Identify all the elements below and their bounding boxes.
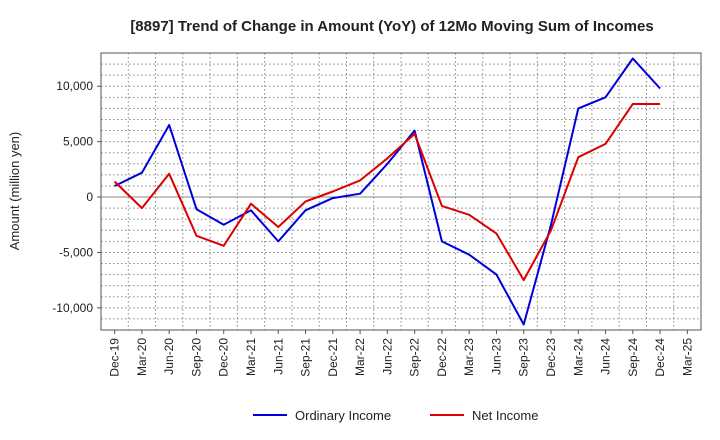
x-tick-label: Jun-21 <box>271 338 285 375</box>
x-tick-label: Jun-20 <box>162 338 176 375</box>
data-point-ordinary-income <box>604 96 606 98</box>
x-tick-label: Mar-22 <box>353 338 367 376</box>
data-point-ordinary-income <box>168 124 170 126</box>
data-point-net-income <box>495 232 497 234</box>
data-point-net-income <box>113 180 115 182</box>
y-tick-label: 0 <box>86 190 93 204</box>
x-tick-label: Dec-19 <box>108 338 122 377</box>
data-point-ordinary-income <box>113 185 115 187</box>
data-point-ordinary-income <box>141 171 143 173</box>
data-point-ordinary-income <box>277 240 279 242</box>
x-tick-label: Mar-25 <box>680 338 694 376</box>
x-tick-label: Jun-24 <box>599 338 613 375</box>
series-group <box>113 57 661 326</box>
data-point-net-income <box>141 207 143 209</box>
x-tick-label: Mar-23 <box>462 338 476 376</box>
y-tick-label: 5,000 <box>63 135 93 149</box>
data-point-net-income <box>468 214 470 216</box>
legend-label-ordinary-income: Ordinary Income <box>295 408 391 423</box>
data-point-net-income <box>441 205 443 207</box>
data-point-net-income <box>577 156 579 158</box>
x-tick-label: Mar-20 <box>135 338 149 376</box>
x-tick-label: Dec-24 <box>653 338 667 377</box>
data-point-ordinary-income <box>495 273 497 275</box>
data-point-net-income <box>277 226 279 228</box>
x-tick-label: Mar-21 <box>244 338 258 376</box>
data-point-net-income <box>604 143 606 145</box>
series-line-ordinary-income <box>114 57 661 326</box>
data-point-net-income <box>632 103 634 105</box>
y-axis-label: Amount (million yen) <box>7 132 22 251</box>
y-tick-label: 10,000 <box>56 79 93 93</box>
data-point-ordinary-income <box>304 209 306 211</box>
data-point-ordinary-income <box>577 107 579 109</box>
legend-label-net-income: Net Income <box>472 408 538 423</box>
data-point-ordinary-income <box>632 57 634 59</box>
x-tick-label: Dec-23 <box>544 338 558 377</box>
x-tick-label: Sep-21 <box>299 338 313 377</box>
data-point-net-income <box>195 235 197 237</box>
data-point-net-income <box>250 202 252 204</box>
data-point-ordinary-income <box>468 253 470 255</box>
x-tick-label: Dec-22 <box>435 338 449 377</box>
y-tick-label: -5,000 <box>59 245 93 259</box>
data-point-net-income <box>359 179 361 181</box>
x-tick-label: Sep-24 <box>626 338 640 377</box>
x-tick-label: Sep-23 <box>517 338 531 377</box>
data-point-ordinary-income <box>195 208 197 210</box>
x-tick-label: Sep-22 <box>408 338 422 377</box>
data-point-net-income <box>304 200 306 202</box>
data-point-net-income <box>168 173 170 175</box>
y-axis: -10,000 -5,000 0 5,000 10,000 <box>52 79 101 315</box>
data-point-net-income <box>223 245 225 247</box>
data-point-ordinary-income <box>523 323 525 325</box>
data-point-ordinary-income <box>386 163 388 165</box>
x-tick-label: Dec-20 <box>217 338 231 377</box>
x-tick-label: Dec-21 <box>326 338 340 377</box>
x-tick-label: Jun-23 <box>489 338 503 375</box>
plot-frame <box>100 52 702 331</box>
x-tick-label: Jun-22 <box>380 338 394 375</box>
x-axis: Dec-19 Mar-20 Jun-20 Sep-20 Dec-20 Mar-21 Jun-… <box>108 330 694 377</box>
data-point-ordinary-income <box>413 129 415 131</box>
chart-title: [8897] Trend of Change in Amount (YoY) o… <box>130 18 653 35</box>
data-point-ordinary-income <box>250 209 252 211</box>
data-point-net-income <box>550 229 552 231</box>
data-point-net-income <box>386 157 388 159</box>
x-tick-label: Mar-24 <box>571 338 585 376</box>
data-point-ordinary-income <box>223 224 225 226</box>
data-point-net-income <box>332 190 334 192</box>
x-tick-label: Sep-20 <box>189 338 203 377</box>
y-tick-label: -10,000 <box>52 301 93 315</box>
data-point-net-income <box>659 103 661 105</box>
data-point-ordinary-income <box>659 87 661 89</box>
data-point-net-income <box>523 279 525 281</box>
data-point-ordinary-income <box>441 240 443 242</box>
legend: Ordinary Income Net Income <box>253 408 538 423</box>
data-point-ordinary-income <box>332 197 334 199</box>
data-point-ordinary-income <box>359 193 361 195</box>
data-point-net-income <box>413 133 415 135</box>
series-line-net-income <box>113 103 661 282</box>
